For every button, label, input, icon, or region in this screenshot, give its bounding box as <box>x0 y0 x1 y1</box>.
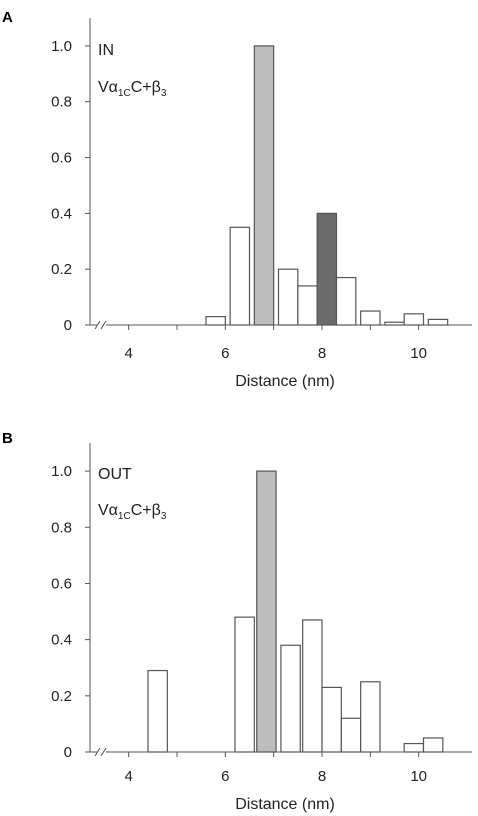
axis-break-mark-2 <box>100 320 107 330</box>
panel-a-chart: 0 0.2 0.4 0.6 0.8 1.0 4 6 8 10 Distance (nm) IN Vα1C… <box>51 18 472 390</box>
y-tick-label: 0.2 <box>51 261 72 278</box>
bar <box>422 737 444 753</box>
bar <box>335 276 357 326</box>
y-tick-label: 0.4 <box>51 632 72 649</box>
bar <box>256 470 277 753</box>
x-tick-label: 10 <box>410 768 427 785</box>
y-tick-label: 0.8 <box>51 94 72 111</box>
bar <box>360 681 381 753</box>
x-axis-label: Distance (nm) <box>235 373 335 390</box>
bar <box>234 616 255 753</box>
bar <box>340 717 362 753</box>
panel-label-a: A <box>2 9 13 26</box>
annotation-condition: OUT <box>98 466 132 483</box>
y-tick-label: 0.6 <box>51 150 72 167</box>
y-tick-label: 0 <box>64 744 72 761</box>
y-tick-label: 1.0 <box>51 38 72 55</box>
y-tick-label: 0.8 <box>51 519 72 536</box>
x-tick-label: 10 <box>410 345 427 362</box>
y-tick-label: 0.6 <box>51 575 72 592</box>
panel-label-b: B <box>2 430 13 447</box>
annotation-condition: IN <box>98 42 114 59</box>
y-tick-label: 0.2 <box>51 688 72 705</box>
y-tick-label: 1.0 <box>51 463 72 480</box>
bar <box>427 318 449 326</box>
bar <box>147 669 168 753</box>
bar <box>229 226 251 326</box>
annotation-construct: Vα1CC+β3 <box>98 79 167 99</box>
x-tick-label: 6 <box>221 345 229 362</box>
axis-break-mark-1 <box>94 320 101 330</box>
bar <box>297 285 318 326</box>
bar <box>277 268 299 326</box>
bar <box>403 313 425 326</box>
x-tick-label: 6 <box>221 768 229 785</box>
bar <box>321 686 342 753</box>
x-tick-label: 4 <box>124 768 132 785</box>
annotation-construct: Vα1CC+β3 <box>98 502 167 522</box>
bar <box>253 45 275 326</box>
bar <box>384 321 405 326</box>
panel-b-chart: 0 0.2 0.4 0.6 0.8 1.0 4 6 8 10 Distance (nm) OUT Vα1… <box>51 443 472 813</box>
bar <box>360 310 381 326</box>
y-tick-label: 0 <box>64 317 72 334</box>
x-tick-label: 4 <box>124 345 132 362</box>
bar <box>280 644 301 753</box>
bar <box>316 212 338 326</box>
x-tick-label: 8 <box>318 345 326 362</box>
x-axis-label: Distance (nm) <box>235 796 335 813</box>
axis-break-mark-2 <box>100 747 107 757</box>
bar <box>403 742 425 753</box>
x-tick-label: 8 <box>318 768 326 785</box>
bar <box>302 619 323 753</box>
y-tick-label: 0.4 <box>51 205 72 222</box>
bar <box>205 316 226 326</box>
axis-break-mark-1 <box>94 747 101 757</box>
